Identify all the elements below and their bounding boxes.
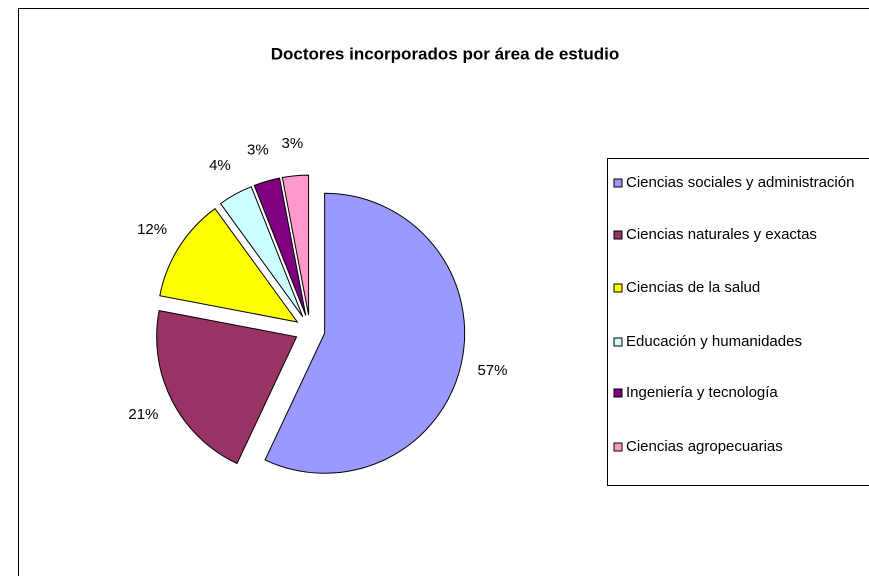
pie-slice bbox=[219, 186, 304, 318]
chart-title: Doctores incorporados por área de estudi… bbox=[271, 44, 620, 63]
legend-swatch bbox=[613, 388, 623, 398]
legend-label: Ciencias sociales y administración bbox=[626, 174, 854, 191]
data-label: 12% bbox=[137, 221, 167, 238]
pie-slice bbox=[264, 192, 466, 474]
legend-swatch bbox=[613, 230, 623, 240]
data-label: 21% bbox=[128, 406, 158, 423]
data-label: 3% bbox=[247, 141, 269, 158]
legend-swatch bbox=[613, 283, 623, 293]
pie-slice bbox=[156, 309, 298, 465]
data-label: 3% bbox=[282, 135, 304, 152]
legend-label: Ciencias naturales y exactas bbox=[626, 226, 817, 243]
legend-swatch bbox=[613, 442, 623, 452]
legend-label: Ciencias agropecuarias bbox=[626, 438, 783, 455]
pie-slice bbox=[159, 208, 299, 323]
pie-slice bbox=[253, 177, 307, 316]
data-label: 4% bbox=[209, 157, 231, 174]
pie-slice bbox=[281, 174, 310, 316]
legend-label: Educación y humanidades bbox=[626, 333, 802, 350]
data-label: 57% bbox=[477, 362, 507, 379]
legend-box bbox=[607, 158, 869, 486]
legend-swatch bbox=[613, 178, 623, 188]
legend-label: Ciencias de la salud bbox=[626, 279, 760, 296]
legend-swatch bbox=[613, 337, 623, 347]
legend-label: Ingeniería y tecnología bbox=[626, 384, 778, 401]
